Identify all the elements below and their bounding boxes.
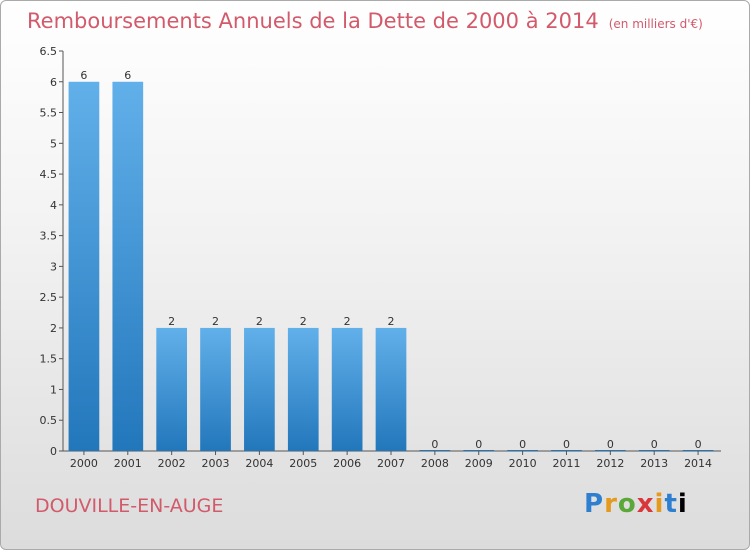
data-label: 2	[300, 315, 307, 328]
x-tick-label: 2000	[70, 457, 98, 470]
y-tick-label: 2.5	[40, 291, 58, 304]
logo-letter: i	[677, 489, 688, 519]
x-tick-label: 2004	[245, 457, 273, 470]
data-label: 0	[519, 438, 526, 451]
data-label: 2	[256, 315, 263, 328]
proxiti-logo: Proxiti	[584, 489, 688, 519]
bar	[287, 327, 319, 451]
chart-unit: (en milliers d'€)	[608, 17, 703, 31]
bar	[156, 327, 188, 451]
y-tick-label: 0	[50, 445, 57, 458]
chart-title: Remboursements Annuels de la Dette de 20…	[27, 9, 703, 33]
bar	[551, 450, 582, 451]
data-label: 2	[168, 315, 175, 328]
bar	[200, 327, 231, 451]
bar	[331, 327, 363, 451]
y-tick-label: 5.5	[40, 107, 58, 120]
y-tick-label: 4	[50, 199, 57, 212]
data-label: 0	[475, 438, 482, 451]
logo-letter: o	[617, 489, 637, 519]
chart-axes: 0 0.5 1 1.5 2 2.5 3 3.5 4 4.5 5 5.5 6 6.5	[40, 45, 721, 458]
data-label: 0	[563, 438, 570, 451]
x-tick-label: 2001	[114, 457, 142, 470]
bar	[112, 81, 144, 452]
logo-letter: x	[636, 489, 655, 519]
data-label: 2	[344, 315, 351, 328]
y-tick-label: 1.5	[40, 353, 58, 366]
x-tick-label: 2009	[465, 457, 493, 470]
data-label: 0	[651, 438, 658, 451]
data-label: 6	[124, 69, 131, 82]
data-label: 2	[388, 315, 395, 328]
x-tick-label: 2012	[596, 457, 624, 470]
logo-letter: P	[584, 489, 605, 519]
data-label: 0	[607, 438, 614, 451]
bar	[594, 450, 626, 451]
commune-name: DOUVILLE-EN-AUGE	[35, 495, 224, 517]
data-label: 6	[80, 69, 87, 82]
x-tick-label: 2006	[333, 457, 361, 470]
logo-letter: t	[664, 489, 678, 519]
y-tick-label: 1	[50, 383, 57, 396]
data-label: 0	[695, 438, 702, 451]
x-tick-label: 2008	[421, 457, 449, 470]
bar	[68, 81, 100, 452]
y-tick-label: 6.5	[40, 45, 58, 58]
logo-letter: r	[604, 489, 618, 519]
data-label: 0	[431, 438, 438, 451]
x-tick-label: 2014	[684, 457, 712, 470]
y-tick-label: 2	[50, 322, 57, 335]
logo-letter: i	[654, 489, 665, 519]
bar	[507, 450, 538, 451]
x-tick-label: 2005	[289, 457, 317, 470]
x-tick-label: 2013	[640, 457, 668, 470]
y-tick-label: 4.5	[40, 168, 58, 181]
y-tick-label: 6	[50, 76, 57, 89]
x-tick-label: 2007	[377, 457, 405, 470]
x-tick-label: 2002	[158, 457, 186, 470]
bar	[375, 327, 407, 451]
chart-bars	[68, 81, 714, 452]
bar	[244, 327, 275, 451]
bar	[682, 450, 714, 451]
x-tick-label: 2003	[202, 457, 230, 470]
data-label: 2	[212, 315, 219, 328]
chart-title-text: Remboursements Annuels de la Dette de 20…	[27, 9, 599, 33]
x-tick-label: 2010	[509, 457, 537, 470]
bar	[419, 450, 451, 451]
y-tick-label: 0.5	[40, 414, 58, 427]
y-tick-label: 3	[50, 260, 57, 273]
chart-labels: 2000620016200222003220042200522006220072…	[70, 69, 712, 470]
x-tick-label: 2011	[552, 457, 580, 470]
y-tick-label: 5	[50, 137, 57, 150]
y-tick-label: 3.5	[40, 230, 58, 243]
bar	[463, 450, 495, 451]
bar	[638, 450, 670, 451]
